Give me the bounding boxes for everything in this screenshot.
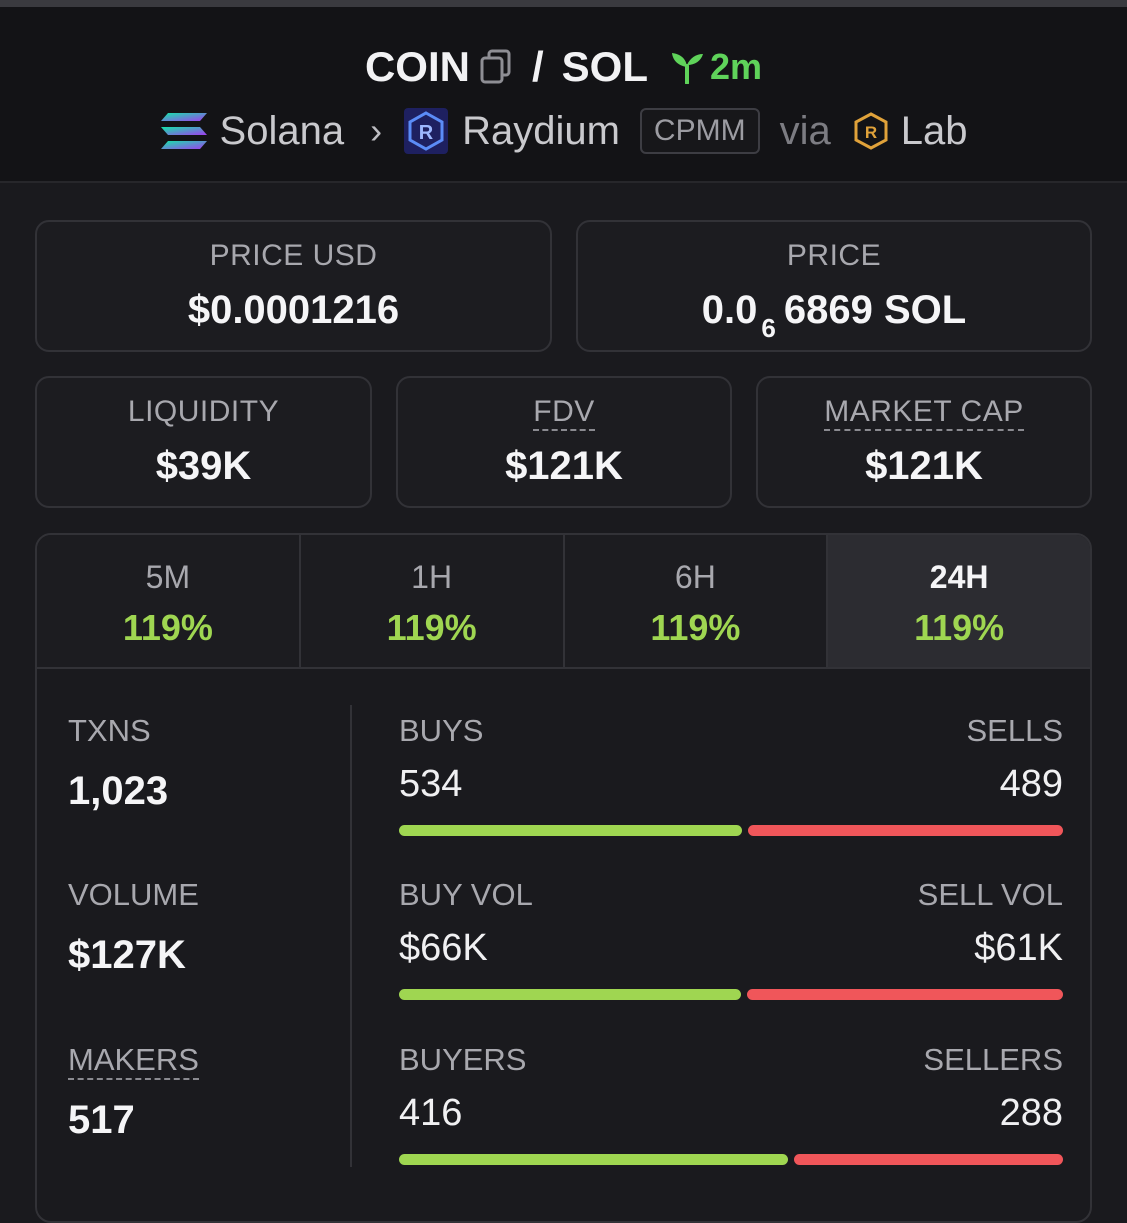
column-divider	[350, 705, 352, 1167]
chain-link[interactable]: Solana	[219, 108, 345, 153]
price-native-unit: SOL	[883, 288, 967, 332]
price-usd-label: PRICE USD	[209, 239, 378, 272]
volume-split-row: BUY VOL SELL VOL $66K $61K	[399, 877, 1063, 1007]
pool-type-badge: CPMM	[639, 108, 760, 154]
txns-stat: TXNS 1,023	[68, 713, 168, 814]
sell-vol-label: SELL VOL	[917, 877, 1063, 912]
volume-stat: VOLUME $127K	[68, 877, 199, 978]
liquidity-label: LIQUIDITY	[127, 395, 280, 428]
pair-age: 2m	[670, 46, 762, 88]
market-cap-card: MARKET CAP $121K	[756, 376, 1092, 508]
buy-vol-value: $66K	[399, 927, 488, 969]
copy-icon[interactable]	[480, 49, 512, 85]
market-cap-value: $121K	[865, 444, 983, 488]
tab-1h[interactable]: 1H 119%	[300, 535, 565, 667]
timeframe-tabs: 5M 119% 1H 119% 6H 119% 24H 119%	[37, 535, 1090, 669]
txns-label: TXNS	[68, 713, 151, 748]
price-usd-value: $0.0001216	[187, 288, 400, 332]
volume-split-bar	[399, 989, 1063, 1000]
pair-route: Solana › R Raydium CPMM via R Lab	[0, 101, 1127, 161]
sellers-value: 288	[999, 1092, 1063, 1134]
sells-value: 489	[999, 763, 1063, 805]
pair-header: COIN / SOL 2m	[0, 7, 1127, 183]
via-label: via	[779, 108, 831, 153]
market-cap-label[interactable]: MARKET CAP	[824, 395, 1024, 431]
makers-value: 517	[68, 1098, 135, 1142]
tab-change: 119%	[386, 607, 477, 648]
buyers-bar	[399, 1154, 788, 1165]
tab-change: 119%	[122, 607, 213, 648]
launchpad-link[interactable]: Lab	[900, 108, 968, 153]
price-native-zero-count: 6	[761, 313, 776, 343]
tab-label: 1H	[411, 559, 453, 595]
buyers-label: BUYERS	[399, 1042, 527, 1077]
top-edge	[0, 0, 1127, 7]
buys-sells-bar	[399, 825, 1063, 836]
stats-panel: 5M 119% 1H 119% 6H 119% 24H 119% TXNS 1,…	[35, 533, 1092, 1223]
token-symbol: COIN	[364, 43, 470, 90]
buys-sells-row: BUYS SELLS 534 489	[399, 713, 1063, 843]
quote-symbol: SOL	[561, 43, 648, 90]
buys-value: 534	[399, 763, 463, 805]
liquidity-value: $39K	[155, 444, 252, 488]
makers-label[interactable]: MAKERS	[68, 1042, 199, 1080]
tab-change: 119%	[914, 607, 1005, 648]
makers-stat: MAKERS 517	[68, 1042, 199, 1143]
txns-value: 1,023	[68, 769, 169, 813]
price-native-prefix: 0.0	[701, 288, 758, 332]
chevron-right-icon: ›	[370, 110, 383, 151]
sprout-icon	[671, 53, 703, 84]
fdv-label[interactable]: FDV	[533, 395, 595, 431]
price-native-value: 0.0 6 6869 SOL	[578, 288, 1090, 343]
raydium-icon[interactable]: R	[404, 108, 449, 154]
sells-label: SELLS	[966, 713, 1063, 748]
tab-24h[interactable]: 24H 119%	[828, 535, 1090, 667]
sells-bar	[748, 825, 1063, 836]
makers-split-bar	[399, 1154, 1063, 1165]
buys-label: BUYS	[399, 713, 484, 748]
dex-link[interactable]: Raydium	[462, 108, 620, 153]
sellers-bar	[794, 1154, 1063, 1165]
price-native-card: PRICE 0.0 6 6869 SOL	[576, 220, 1092, 352]
buy-vol-bar	[399, 989, 741, 1000]
makers-split-row: BUYERS SELLERS 416 288	[399, 1042, 1063, 1172]
tab-label: 24H	[929, 559, 989, 595]
buys-bar	[399, 825, 742, 836]
age-value: 2m	[709, 46, 763, 87]
pair-title: COIN / SOL 2m	[0, 37, 1127, 97]
fdv-card: FDV $121K	[396, 376, 732, 508]
sellers-label: SELLERS	[923, 1042, 1063, 1077]
svg-text:R: R	[419, 122, 434, 144]
pair-separator: /	[531, 43, 544, 90]
buyers-value: 416	[399, 1092, 463, 1134]
price-usd-card: PRICE USD $0.0001216	[35, 220, 552, 352]
lab-icon[interactable]: R	[853, 112, 889, 150]
volume-label: VOLUME	[68, 877, 199, 912]
tab-6h[interactable]: 6H 119%	[564, 535, 829, 667]
sell-vol-value: $61K	[974, 927, 1063, 969]
svg-text:R: R	[865, 123, 877, 142]
price-native-label: PRICE	[786, 239, 882, 272]
sell-vol-bar	[747, 989, 1063, 1000]
tab-5m[interactable]: 5M 119%	[37, 535, 301, 667]
tab-change: 119%	[650, 607, 741, 648]
buy-vol-label: BUY VOL	[399, 877, 533, 912]
volume-value: $127K	[68, 933, 186, 977]
tab-label: 6H	[674, 559, 716, 595]
price-native-digits: 6869	[783, 288, 873, 332]
solana-icon[interactable]	[160, 112, 208, 150]
fdv-value: $121K	[505, 444, 623, 488]
tab-label: 5M	[145, 559, 191, 595]
liquidity-card: LIQUIDITY $39K	[35, 376, 372, 508]
